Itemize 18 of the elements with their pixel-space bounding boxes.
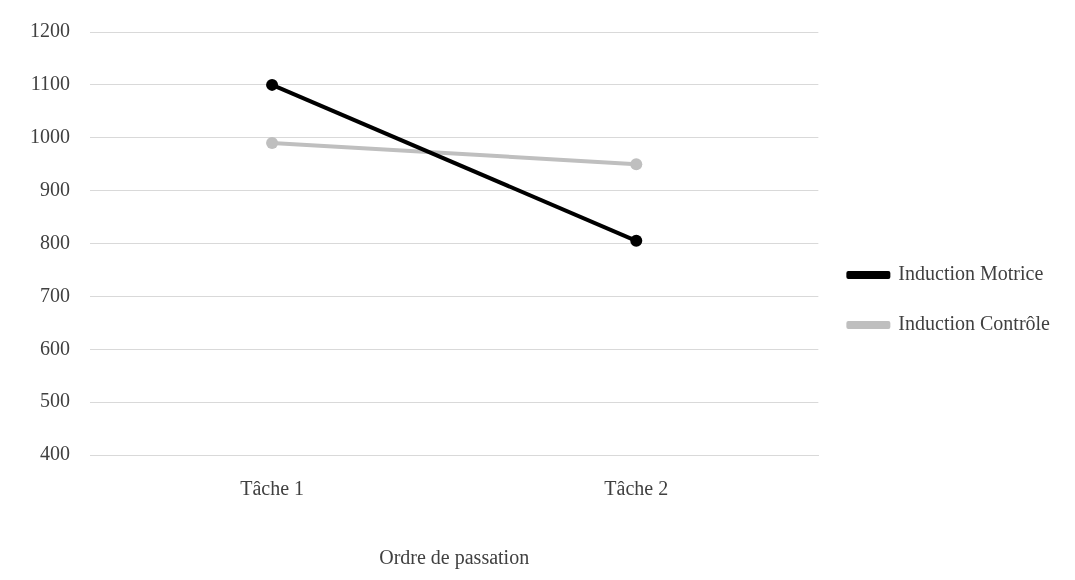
- y-tick-label: 1100: [30, 72, 70, 95]
- y-tick-label: 700: [40, 283, 70, 306]
- x-axis-title: Ordre de passation: [379, 546, 530, 570]
- x-tick-label: Tâche 2: [604, 477, 669, 500]
- legend-label: Induction Contrôle: [898, 312, 1051, 335]
- y-tick-label: 800: [40, 230, 70, 253]
- y-tick-label: 900: [40, 177, 70, 200]
- y-tick-label: 500: [40, 389, 70, 412]
- point: [630, 158, 643, 171]
- y-tick-label: 600: [40, 336, 70, 359]
- y-tick-label: 1200: [30, 19, 70, 42]
- point: [266, 78, 279, 91]
- legend-label: Induction Motrice: [898, 262, 1044, 285]
- point: [630, 234, 643, 247]
- point: [266, 137, 279, 150]
- y-tick-label: 400: [40, 442, 70, 465]
- y-tick-label: 1000: [30, 125, 70, 147]
- x-tick-label: Tâche 1: [240, 477, 305, 500]
